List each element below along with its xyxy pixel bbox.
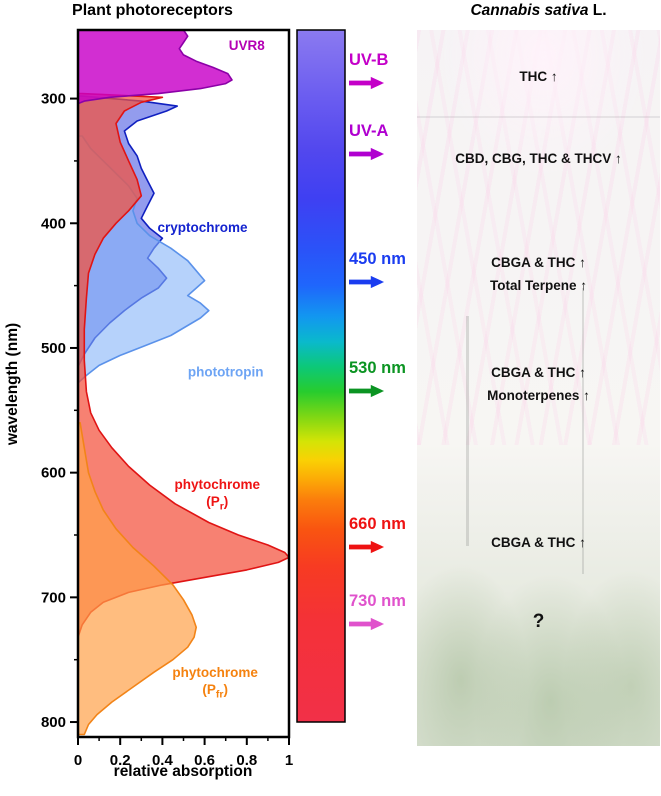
effect-label-730nm: ?: [532, 611, 545, 632]
ceiling-truss: [417, 115, 660, 118]
right-title-species: Cannabis sativa: [470, 2, 589, 19]
x-tick-label: 0.4: [152, 752, 174, 769]
spectrum-label-text: 530 nm: [349, 359, 406, 377]
right-arrow-icon: [349, 76, 385, 90]
x-tick-label: 0.6: [194, 752, 215, 769]
support-pole: [582, 287, 585, 575]
led-lights-ceiling: [417, 30, 660, 446]
spectrum-label-text: 660 nm: [349, 515, 406, 533]
spectrum-label-uv-b: UV-B: [349, 50, 415, 90]
y-tick-label: 500: [41, 340, 66, 357]
series-phytochrome_Pfr: [77, 422, 197, 736]
right-arrow-icon: [349, 147, 385, 161]
curve-label: phototropin: [188, 365, 264, 380]
x-tick-label: 0.8: [236, 752, 257, 769]
curve-label: UVR8: [229, 38, 266, 53]
right-title-authority: L.: [588, 2, 607, 19]
effect-label-660nm: CBGA & THC ↑: [491, 535, 586, 550]
photo-wash-overlay: [417, 30, 660, 746]
curve-label: cryptochrome: [157, 220, 248, 235]
grow-room-photo: THC ↑ CBD, CBG, THC & THCV ↑ CBGA & THC …: [417, 30, 660, 746]
absorption-chart: 300 400 500 600 700 800 0 0.2 0.4 0.6 0.8 1 UVR8 cryp…: [41, 28, 346, 769]
x-tick-label: 1: [285, 752, 293, 769]
right-arrow-icon: [349, 540, 385, 554]
spectrum-label-730nm: 730 nm: [349, 591, 415, 631]
curve-label: phytochrome (Pfr): [172, 665, 258, 701]
effect-label-450nm: CBGA & THC ↑ Total Terpene ↑: [489, 255, 587, 293]
right-arrow-icon: [349, 275, 385, 289]
spectrum-label-text: UV-A: [349, 122, 389, 140]
series-phytochrome_Pr: [77, 92, 290, 638]
curve-label: phytochrome (Pr): [175, 477, 261, 513]
series-UVR8: [77, 29, 233, 105]
y-tick-label: 700: [41, 589, 66, 606]
x-tick-label: 0.2: [110, 752, 131, 769]
spectrum-label-530nm: 530 nm: [349, 358, 415, 398]
y-tick-label: 600: [41, 465, 66, 482]
spectrum-label-450nm: 450 nm: [349, 249, 415, 289]
x-tick-label: 0: [74, 752, 82, 769]
spectrum-label-text: 730 nm: [349, 592, 406, 610]
effect-label-uv-a: CBD, CBG, THC & THCV ↑: [455, 151, 622, 166]
wavelength-colorbar: [296, 29, 346, 723]
support-pole: [465, 316, 469, 546]
spectrum-label-660nm: 660 nm: [349, 514, 415, 554]
x-axis-label: relative absorption: [113, 763, 253, 780]
right-arrow-icon: [349, 617, 385, 631]
effect-label-530nm: CBGA & THC ↑ Monoterpenes ↑: [487, 365, 590, 403]
spectrum-label-text: 450 nm: [349, 250, 406, 268]
y-tick-label: 400: [41, 215, 66, 232]
left-panel-title: Plant photoreceptors: [72, 2, 233, 19]
cannabis-plants: [417, 445, 660, 746]
right-arrow-icon: [349, 384, 385, 398]
y-tick-label: 800: [41, 714, 66, 731]
effect-label-uv-b: THC ↑: [519, 69, 558, 84]
spectrum-label-text: UV-B: [349, 51, 389, 69]
right-panel-title: Cannabis sativa L.: [417, 2, 660, 20]
y-tick-label: 300: [41, 91, 66, 108]
spectrum-label-uv-a: UV-A: [349, 121, 415, 161]
